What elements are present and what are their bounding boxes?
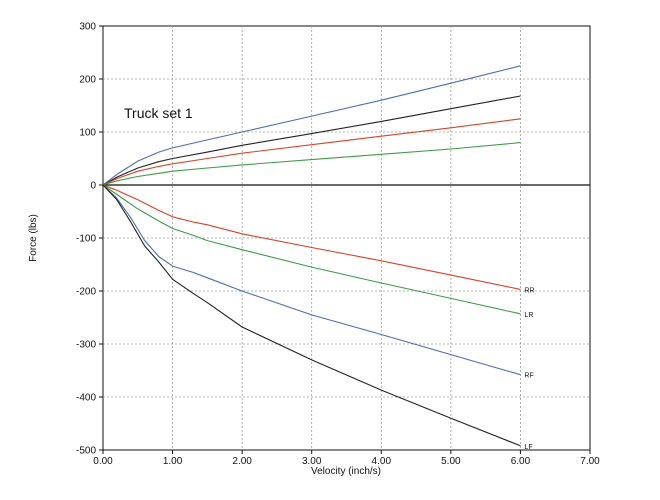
- y-tick-label: -200: [76, 287, 96, 298]
- series-line: [102, 65, 521, 186]
- series-line-rf: [102, 184, 521, 376]
- series-line: [102, 95, 521, 186]
- x-axis-title: Velocity (inch/s): [311, 466, 381, 477]
- series-label-lr: LR: [524, 312, 533, 319]
- series-label-lf: LF: [524, 444, 532, 451]
- series-line: [102, 142, 521, 186]
- x-tick-label: 5.00: [441, 456, 461, 467]
- y-tick-label: -300: [76, 340, 96, 351]
- y-tick-label: -100: [76, 234, 96, 245]
- x-tick-label: 0.00: [93, 456, 113, 467]
- gridlines: [103, 26, 590, 450]
- x-tick-label: 3.00: [302, 456, 322, 467]
- y-tick-label: 300: [79, 22, 96, 33]
- x-tick-label: 2.00: [232, 456, 252, 467]
- series-line: [102, 118, 521, 186]
- series-labels: RR LR RF LF: [524, 287, 534, 450]
- x-tick-label: 7.00: [580, 456, 600, 467]
- x-tick-label: 6.00: [511, 456, 531, 467]
- series-label-rr: RR: [524, 287, 534, 294]
- chart-title: Truck set 1: [124, 105, 193, 121]
- y-tick-label: 0: [90, 181, 96, 192]
- y-tick-label: -500: [76, 446, 96, 457]
- series-line-lr: [102, 184, 521, 315]
- series-line-rr: [102, 184, 521, 290]
- x-tick-label: 4.00: [372, 456, 392, 467]
- x-axis-ticks: 0.00 1.00 2.00 3.00 4.00 5.00 6.00 7.00: [93, 450, 600, 467]
- y-axis-ticks: -500 -400 -300 -200 -100 0 100 200 300: [76, 22, 103, 457]
- y-tick-label: 100: [79, 128, 96, 139]
- series-line-lf: [102, 184, 521, 447]
- y-axis-title: Force (lbs): [28, 214, 39, 262]
- y-tick-label: 200: [79, 75, 96, 86]
- y-tick-label: -400: [76, 393, 96, 404]
- series-lines: [102, 65, 521, 447]
- x-tick-label: 1.00: [163, 456, 183, 467]
- series-label-rf: RF: [524, 373, 533, 380]
